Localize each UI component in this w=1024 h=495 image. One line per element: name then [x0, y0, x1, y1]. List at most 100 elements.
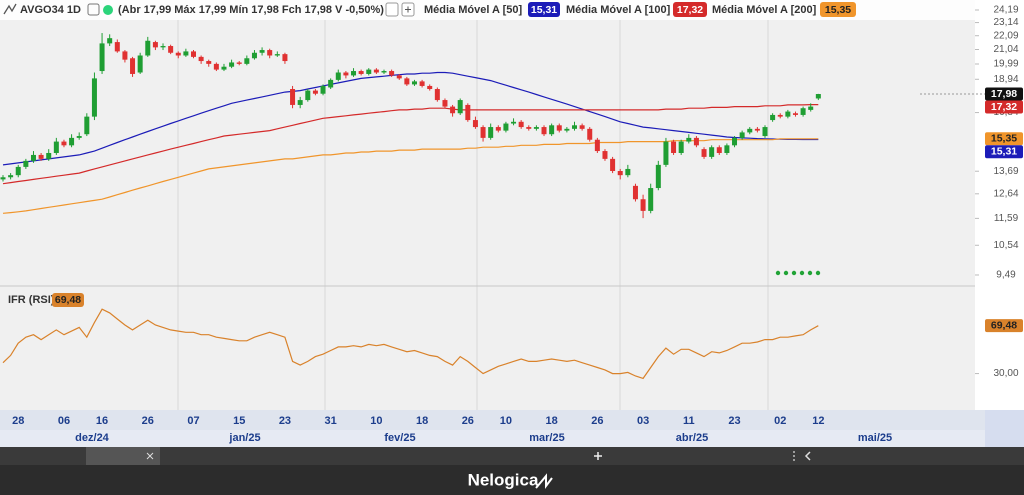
- candle-body: [335, 72, 341, 80]
- candle-body: [457, 100, 463, 114]
- price-label: 15,35: [991, 133, 1017, 145]
- y-tick-label: 21,04: [993, 44, 1018, 55]
- candle-body: [0, 177, 6, 180]
- candle-body: [221, 66, 227, 70]
- candle-body: [404, 78, 410, 85]
- candle-body: [389, 71, 395, 76]
- candle-body: [53, 141, 59, 153]
- x-tick-label: 11: [683, 415, 695, 427]
- scroll-left-icon[interactable]: [804, 451, 811, 461]
- candle-body: [808, 106, 814, 110]
- candle-body: [686, 137, 692, 142]
- candle-body: [122, 51, 128, 60]
- y-tick-label: 19,99: [993, 59, 1018, 70]
- x-tick-label: 28: [12, 415, 24, 427]
- visibility-toggle[interactable]: [87, 3, 100, 16]
- candle-body: [541, 127, 547, 135]
- x-tick-label: 02: [774, 415, 786, 427]
- candle-body: [15, 166, 21, 176]
- candle-body: [625, 168, 631, 176]
- chart-icon[interactable]: [3, 3, 17, 15]
- x-tick-label: 07: [187, 415, 199, 427]
- candle-body: [274, 54, 280, 56]
- brand: Nelogica: [468, 470, 539, 489]
- candle-body: [312, 90, 318, 94]
- active-tab[interactable]: [86, 447, 160, 465]
- candle-body: [503, 123, 509, 131]
- rsi-line: [2, 308, 819, 380]
- candle-body: [533, 127, 539, 129]
- candle-body: [114, 42, 120, 52]
- status-dot: [103, 5, 113, 15]
- candle-body: [282, 54, 288, 62]
- y-tick-label: 9,49: [996, 270, 1016, 281]
- price-label: 17,98: [991, 88, 1017, 100]
- candle-body: [465, 104, 471, 121]
- y-tick-label: 10,54: [993, 240, 1018, 251]
- month-label: jan/25: [228, 432, 260, 444]
- candle-body: [69, 137, 75, 146]
- candle-body: [84, 116, 90, 135]
- candle-body: [351, 71, 357, 76]
- candle-body: [709, 147, 715, 157]
- candle-body: [762, 127, 768, 137]
- candle-body: [328, 79, 334, 88]
- y-tick-label: 13,69: [993, 166, 1018, 177]
- candle-body: [305, 90, 311, 101]
- candle-body: [632, 185, 638, 200]
- x-tick-label: 18: [416, 415, 428, 427]
- brand-logo: [535, 473, 553, 489]
- x-tick-label: 31: [325, 415, 337, 427]
- candle-body: [739, 132, 745, 138]
- candle-body: [198, 56, 204, 62]
- candle-body: [724, 145, 730, 153]
- menu-icon[interactable]: [793, 451, 795, 461]
- legend-value: 15,35: [825, 4, 851, 16]
- candle-body: [8, 175, 14, 178]
- y-tick-label: 12,64: [993, 188, 1018, 199]
- candle-body: [815, 94, 821, 99]
- candle-body: [297, 100, 303, 105]
- candle-body: [251, 52, 257, 59]
- legend-value-box: [673, 2, 707, 17]
- plot-background: [0, 0, 1024, 447]
- candle-body: [488, 127, 494, 138]
- candle-body: [191, 51, 196, 57]
- x-tick-label: 18: [546, 415, 558, 427]
- candle-body: [442, 100, 448, 107]
- candle-body: [259, 50, 265, 53]
- close-tab-icon[interactable]: [146, 452, 154, 460]
- moving-average-line: [2, 104, 819, 185]
- x-tick-label: 26: [142, 415, 154, 427]
- candle-body: [320, 85, 326, 94]
- price-axis-area: [975, 0, 1024, 410]
- candle-body: [183, 51, 189, 56]
- x-tick-label: 23: [279, 415, 291, 427]
- legend-value: 15,31: [531, 4, 557, 16]
- y-tick-label: 30,00: [993, 368, 1018, 379]
- candle-body: [419, 81, 425, 86]
- collapse-button[interactable]: [385, 2, 399, 17]
- ohlc-info: (Abr 17,99 Máx 17,99 Mín 17,98 Fch 17,98…: [118, 4, 384, 16]
- candle-body: [518, 121, 524, 128]
- x-tick-label: 10: [500, 415, 512, 427]
- rsi-label: 69,48: [991, 319, 1017, 331]
- price-label: 15,31: [991, 146, 1017, 158]
- candle-body: [648, 188, 654, 211]
- candle-body: [175, 52, 181, 56]
- rsi-value-box: [52, 293, 84, 307]
- candle-body: [594, 139, 600, 152]
- x-tick-label: 15: [233, 415, 245, 427]
- candle-body: [480, 127, 486, 138]
- candle-body: [290, 89, 296, 105]
- candle-body: [640, 199, 646, 211]
- month-axis: [0, 430, 1024, 447]
- candle-body: [137, 55, 143, 73]
- x-tick-label: 10: [370, 415, 382, 427]
- candle-body: [244, 58, 250, 64]
- new-tab-icon[interactable]: [594, 452, 602, 460]
- candle-body: [511, 121, 517, 124]
- candle-body: [130, 58, 136, 74]
- legend-value: 17,32: [677, 4, 703, 16]
- candle-body: [579, 125, 585, 129]
